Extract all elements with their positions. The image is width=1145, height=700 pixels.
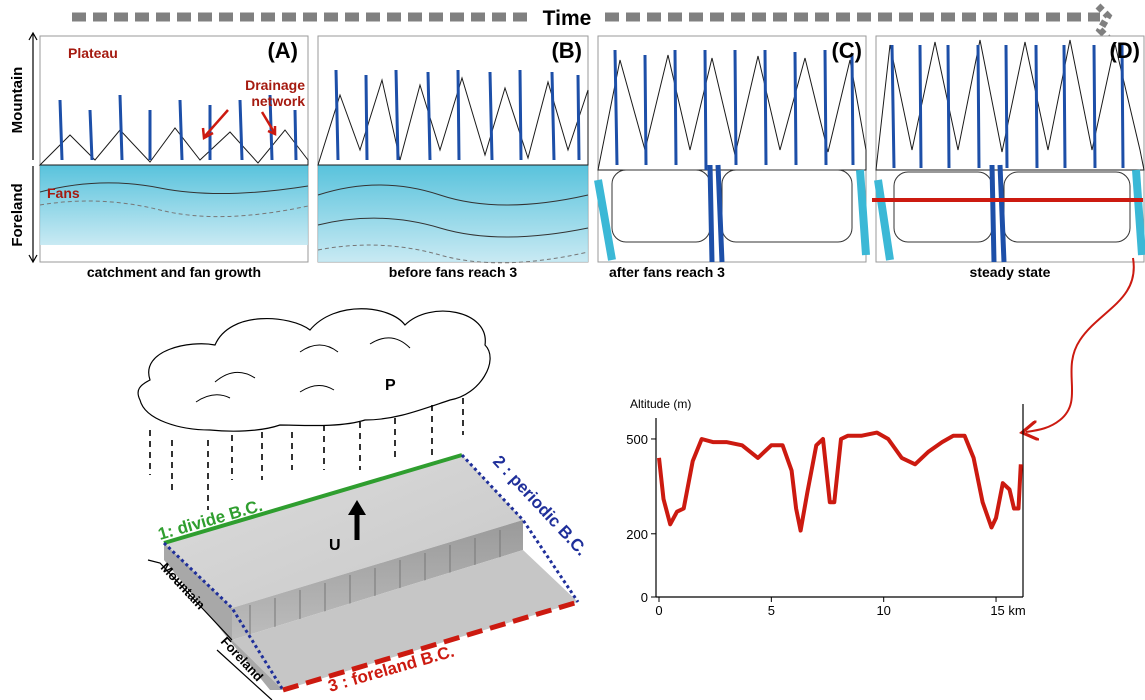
- mountain-side-label: Mountain: [9, 67, 26, 134]
- panel-d-edge-flow: [874, 169, 1145, 261]
- time-arrow-head: [1095, 3, 1113, 43]
- divide-bc-line: [163, 453, 463, 545]
- panel-d-trunk-channel: [989, 164, 1007, 263]
- panel-a: (A) Plateau Drainage network Fans catchm…: [38, 35, 309, 280]
- panel-d-fan-left: [893, 171, 993, 243]
- precipitation-label: P: [385, 377, 396, 394]
- uplift-arrow-head: [348, 500, 366, 515]
- panel-c-rivers: [613, 49, 855, 171]
- panel-d-fan-right: [1003, 171, 1131, 243]
- drainage-label: Drainage: [245, 77, 305, 93]
- drainage-pointer-1: [204, 109, 229, 137]
- panel-d-caption: steady state: [970, 264, 1051, 280]
- panel-c: (C) after fans reach 3: [594, 35, 870, 280]
- panel-b-contour-1: [317, 184, 589, 206]
- panel-b-letter: (B): [551, 38, 582, 63]
- panel-c-letter: (C): [831, 38, 862, 63]
- foreland-arrow-bottom: [28, 254, 38, 264]
- altitude-profile-line: [657, 430, 1023, 533]
- panel-c-relief: [597, 54, 867, 171]
- model-diagram: P 1: divide B.C. 2 : periodic B: [137, 308, 591, 700]
- fans-label: Fans: [47, 185, 80, 201]
- mountain-arrow-top: [28, 31, 38, 41]
- periodic-bc-line-left: [162, 541, 285, 691]
- panel-c-caption: after fans reach 3: [609, 264, 725, 280]
- y-tick-label: 200: [626, 527, 648, 542]
- plateau-label: Plateau: [68, 45, 118, 61]
- y-ticks: 0 200 500: [626, 432, 656, 605]
- panel-d-rivers: [890, 44, 1125, 169]
- mountain-front-ridges: [249, 530, 501, 635]
- network-label: network: [251, 93, 305, 109]
- panel-c-trunk-channel: [707, 164, 725, 263]
- panel-c-fan-right: [721, 169, 853, 243]
- panel-a-letter: (A): [267, 38, 298, 63]
- foreland-block: [232, 550, 578, 690]
- panel-d: (D) steady state: [872, 35, 1145, 280]
- panel-d-letter: (D): [1109, 38, 1140, 63]
- side-label-brackets: [147, 559, 273, 700]
- panel-a-contour: [39, 182, 309, 195]
- profile-link-arrow: [1026, 257, 1135, 432]
- panel-a-fans: [40, 165, 308, 245]
- x-tick-label: 15 km: [990, 603, 1025, 618]
- x-ticks: 0 5 10 15 km: [655, 597, 1026, 618]
- x-tick-label: 5: [768, 603, 775, 618]
- altitude-profile-chart: Altitude (m) 0 200 500 0 5 10 15 km: [626, 397, 1025, 618]
- foreland-side-label: Foreland: [9, 183, 26, 246]
- rain-lines: [149, 398, 464, 510]
- precipitation-cloud: [137, 308, 491, 432]
- panel-a-caption: catchment and fan growth: [87, 264, 261, 280]
- uplift-label: U: [329, 537, 341, 554]
- time-axis: Time: [72, 3, 1113, 43]
- panel-b-contour-2: [317, 217, 589, 238]
- block-left-side: [164, 543, 283, 690]
- panel-b-fans: [318, 165, 588, 262]
- y-tick-label: 0: [641, 590, 648, 605]
- cloud-strokes: [195, 337, 411, 403]
- x-tick-label: 0: [655, 603, 662, 618]
- y-tick-label: 500: [626, 432, 648, 447]
- mountain-block-top: [164, 455, 523, 608]
- panel-b-caption: before fans reach 3: [389, 264, 518, 280]
- foreland-bc-line: [282, 599, 579, 693]
- side-axis: Mountain Foreland: [9, 31, 38, 264]
- panel-a-contour-dashed: [39, 200, 309, 218]
- drainage-pointer-2: [260, 111, 276, 133]
- panel-b-rivers: [334, 69, 581, 161]
- y-axis-label: Altitude (m): [630, 397, 691, 411]
- panel-b: (B) before fans reach 3: [317, 35, 589, 280]
- time-label: Time: [543, 7, 592, 30]
- drainage-pointer-2-head: [267, 126, 277, 136]
- panel-c-edge-flow: [594, 169, 870, 261]
- panel-c-fan-left: [611, 169, 711, 243]
- drainage-pointer-1-head: [201, 127, 214, 141]
- x-tick-label: 10: [876, 603, 890, 618]
